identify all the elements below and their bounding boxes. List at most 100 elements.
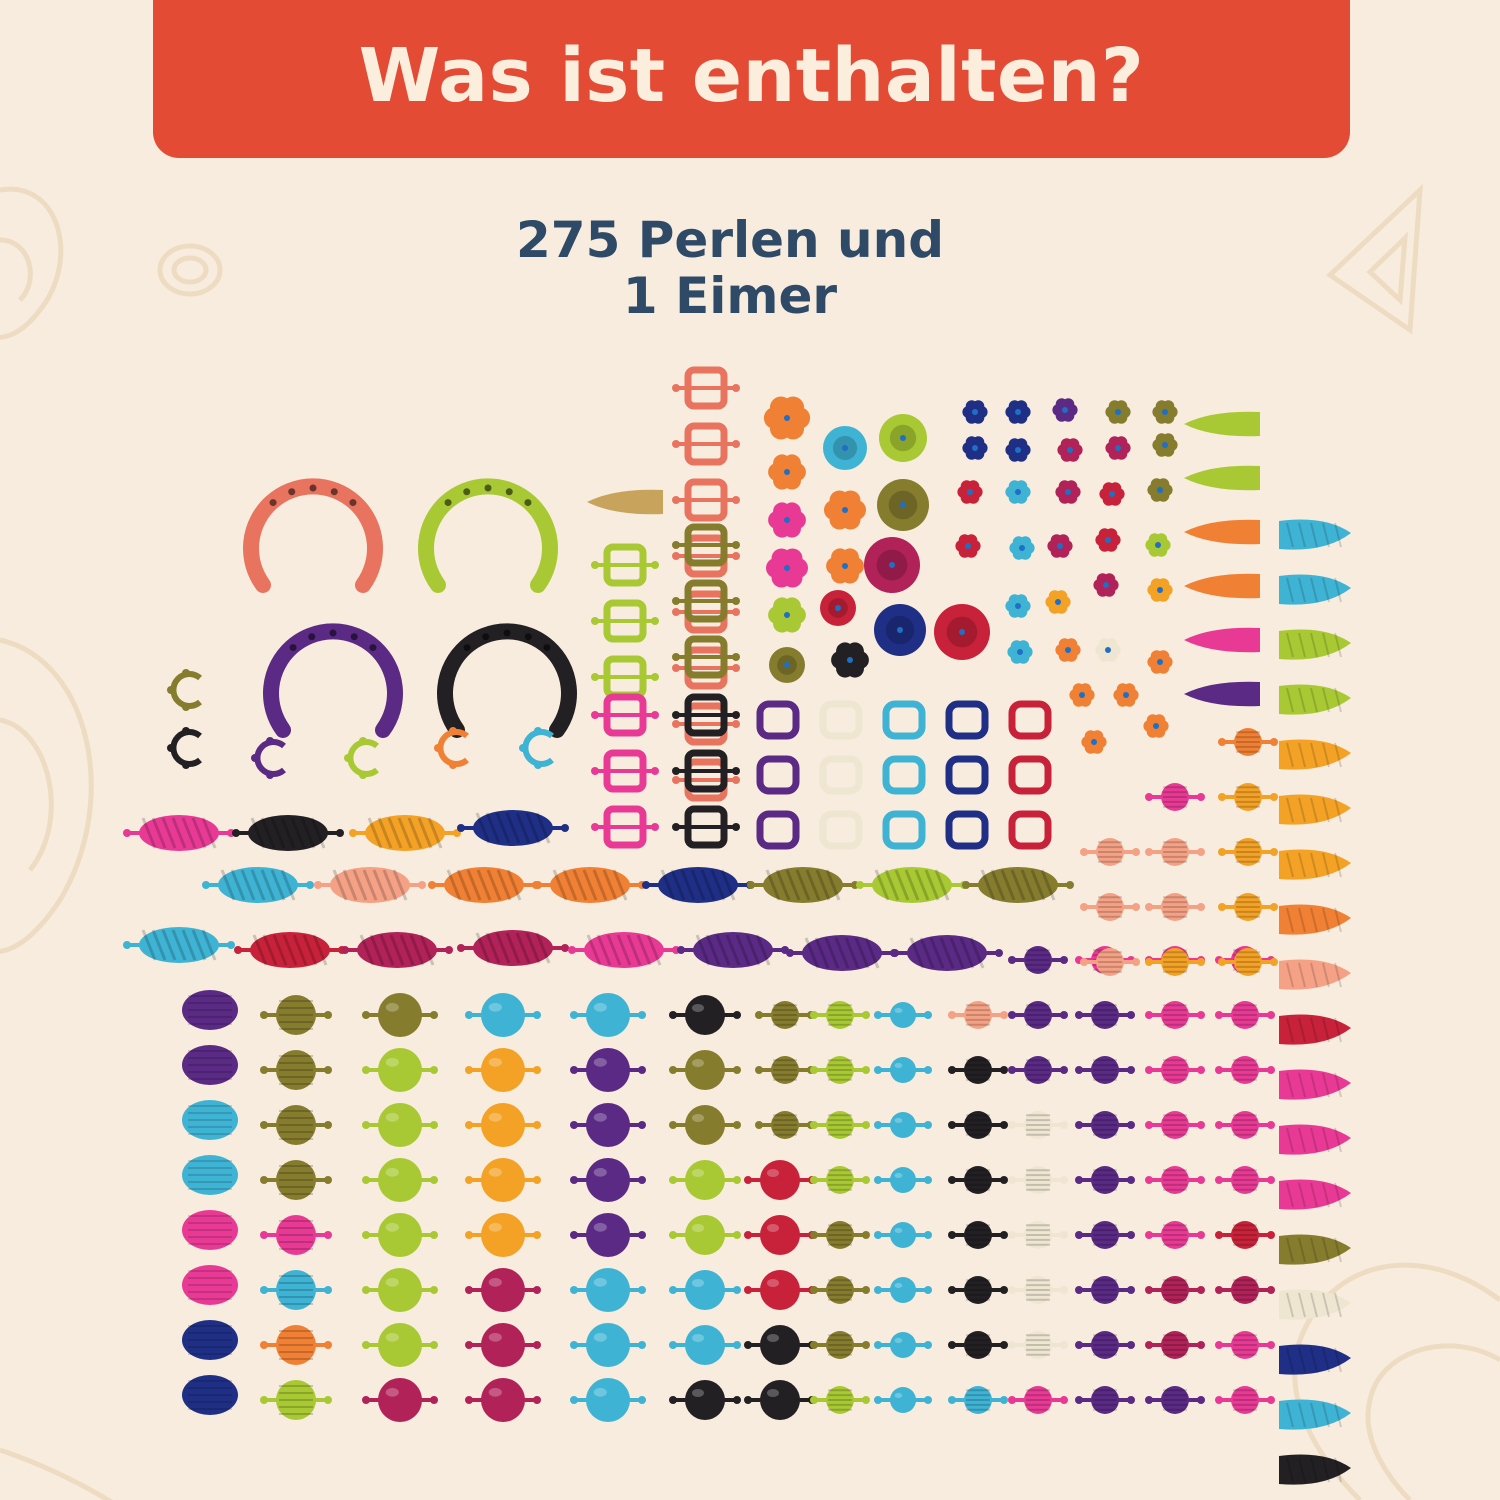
- round-bead: [586, 1323, 630, 1367]
- tassel-cap-bead: [1184, 627, 1260, 653]
- ribbed-bead: [964, 1386, 992, 1414]
- drop-bead: [1279, 1399, 1351, 1430]
- ribbed-bead: [276, 995, 316, 1035]
- round-bead: [481, 1213, 525, 1257]
- link-bead: [603, 693, 647, 737]
- twisted-bead: [473, 930, 553, 966]
- ribbed-bead: [1161, 948, 1189, 976]
- ribbed-bead: [1024, 1056, 1052, 1084]
- ribbed-bead: [1231, 1331, 1259, 1359]
- ribbed-bead: [1231, 1276, 1259, 1304]
- ribbed-bead: [1161, 1386, 1189, 1414]
- textured-oval-bead: [182, 1265, 238, 1305]
- square-ring-bead: [756, 810, 800, 850]
- ribbed-bead: [826, 1001, 854, 1029]
- drop-bead: [1279, 574, 1351, 605]
- ribbed-bead: [964, 1111, 992, 1139]
- subtitle-line-1: 275 Perlen und: [515, 211, 945, 269]
- square-ring-bead: [1008, 700, 1052, 740]
- round-bead: [760, 1270, 800, 1310]
- ribbed-bead: [1161, 893, 1189, 921]
- square-ring-bead: [945, 755, 989, 795]
- ribbed-bead: [276, 1215, 316, 1255]
- ribbed-bead: [1096, 893, 1124, 921]
- round-bead: [890, 1277, 916, 1303]
- ribbed-bead: [1234, 728, 1262, 756]
- round-bead: [685, 1270, 725, 1310]
- clasp-ring: [347, 739, 379, 777]
- ribbed-bead: [1024, 1111, 1052, 1139]
- ribbed-bead: [1231, 1001, 1259, 1029]
- round-bead: [586, 1378, 630, 1422]
- ribbed-bead: [1024, 1331, 1052, 1359]
- tassel-cap-bead: [1184, 411, 1260, 437]
- ribbed-bead: [826, 1166, 854, 1194]
- ribbed-bead: [1091, 1056, 1119, 1084]
- ribbed-bead: [1234, 948, 1262, 976]
- drop-bead: [1279, 1014, 1351, 1045]
- round-bead: [890, 1112, 916, 1138]
- drop-bead: [1279, 1344, 1351, 1375]
- header-banner: Was ist enthalten?: [153, 0, 1350, 158]
- ribbed-bead: [826, 1221, 854, 1249]
- square-ring-bead: [882, 700, 926, 740]
- round-bead: [481, 1048, 525, 1092]
- round-bead: [685, 1215, 725, 1255]
- tassel-cap-bead: [1184, 681, 1260, 707]
- round-bead: [890, 1002, 916, 1028]
- ribbed-bead: [276, 1270, 316, 1310]
- square-ring-bead: [1008, 755, 1052, 795]
- round-bead: [378, 1378, 422, 1422]
- round-bead: [586, 1103, 630, 1147]
- round-bead: [685, 995, 725, 1035]
- ribbed-bead: [276, 1105, 316, 1145]
- link-bead: [684, 805, 728, 849]
- square-ring-bead: [945, 700, 989, 740]
- twisted-bead: [330, 867, 410, 903]
- link-bead: [684, 523, 728, 567]
- square-ring-bead: [945, 810, 989, 850]
- ribbed-bead: [1091, 1166, 1119, 1194]
- textured-oval-bead: [182, 1155, 238, 1195]
- link-bead: [603, 599, 647, 643]
- ribbed-bead: [964, 1221, 992, 1249]
- twisted-bead: [872, 867, 952, 903]
- ribbed-bead: [964, 1166, 992, 1194]
- square-ring-bead: [819, 700, 863, 740]
- ribbed-bead: [276, 1160, 316, 1200]
- banner-title: Was ist enthalten?: [358, 33, 1145, 119]
- link-bead: [684, 478, 728, 522]
- ribbed-bead: [964, 1276, 992, 1304]
- link-bead: [603, 543, 647, 587]
- ribbed-bead: [1231, 1056, 1259, 1084]
- ribbed-bead: [1091, 1386, 1119, 1414]
- drop-bead: [1279, 1234, 1351, 1265]
- ribbed-bead: [1096, 948, 1124, 976]
- bangle-bracelet: [243, 478, 383, 593]
- twisted-bead: [473, 810, 553, 846]
- round-bead: [586, 1048, 630, 1092]
- drop-bead: [1279, 1069, 1351, 1100]
- round-bead: [685, 1325, 725, 1365]
- twisted-bead: [693, 932, 773, 968]
- round-bead: [890, 1387, 916, 1413]
- round-bead: [378, 993, 422, 1037]
- link-bead: [684, 366, 728, 410]
- round-bead: [685, 1380, 725, 1420]
- ribbed-bead: [1161, 1331, 1189, 1359]
- round-bead: [685, 1050, 725, 1090]
- round-bead: [586, 1268, 630, 1312]
- ribbed-bead: [771, 1001, 799, 1029]
- twisted-bead: [357, 932, 437, 968]
- link-bead: [684, 635, 728, 679]
- drop-bead: [1279, 1289, 1351, 1320]
- ribbed-bead: [1024, 1221, 1052, 1249]
- square-ring-bead: [819, 810, 863, 850]
- clasp-ring: [254, 739, 286, 777]
- square-ring-bead: [756, 700, 800, 740]
- drop-bead: [1279, 519, 1351, 550]
- ribbed-bead: [964, 1001, 992, 1029]
- round-bead: [760, 1380, 800, 1420]
